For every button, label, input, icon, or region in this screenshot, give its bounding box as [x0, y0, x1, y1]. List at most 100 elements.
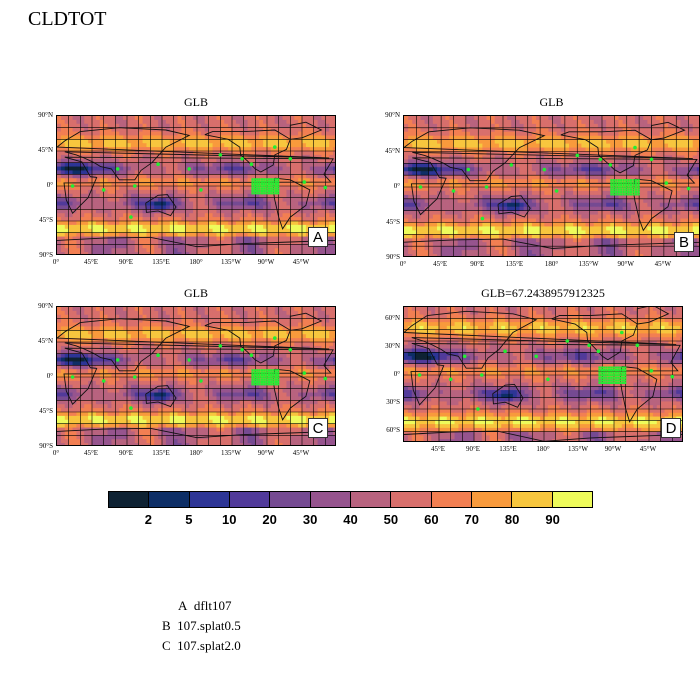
lat-tick-label: 45°N [385, 146, 400, 155]
lon-tick-label: 135°E [499, 445, 517, 453]
legend-text: 107.splat0.5 [177, 618, 241, 633]
lon-tick-label: 180° [536, 445, 550, 453]
panel-corner-label: C [308, 418, 328, 438]
lon-tick-label: 0° [52, 258, 60, 266]
lat-tick-label: 30°S [386, 398, 400, 406]
panel-corner-label: D [661, 418, 681, 438]
lon-tick-label: 180° [189, 258, 203, 266]
lon-tick-label: 135°E [505, 260, 524, 268]
lon-tick-label: 135°E [152, 258, 170, 266]
lat-tick-label: 0° [46, 181, 53, 189]
colorbar-swatch [189, 492, 230, 507]
legend-key: A [178, 598, 188, 613]
colorbar-swatch [229, 492, 271, 507]
legend-item-b: B 107.splat0.5 [162, 618, 241, 634]
legend-key: C [162, 638, 171, 653]
lat-tick-label: 90°N [385, 111, 400, 119]
lon-tick-label: 45°E [430, 445, 446, 453]
lat-tick-label: 60°N [385, 314, 400, 322]
panel-title: GLB [184, 95, 208, 109]
map-panel-c: GLB C 90°N 45°N 0° 45°S 90°S 0° 45°E 90°E 135°E 1… [38, 286, 336, 457]
cloud-fraction-map [57, 307, 335, 445]
legend-item-c: C 107.splat2.0 [162, 638, 241, 654]
panel-corner-label: A [308, 227, 328, 247]
lon-tick-label: 180° [189, 449, 203, 457]
colorbar-label: 20 [262, 512, 277, 527]
lat-tick-label: 45°S [39, 216, 53, 224]
lon-tick-label: 135°W [221, 449, 241, 457]
lat-tick-label: 0° [393, 370, 400, 378]
lon-tick-label: 90°W [257, 258, 275, 266]
colorbar-label: 5 [185, 512, 193, 527]
lat-tick-label: 45°S [386, 217, 400, 226]
lon-tick-label: 135°W [578, 260, 599, 268]
lon-tick-label: 0° [52, 449, 60, 457]
colorbar-label: 30 [302, 512, 318, 527]
colorbar-label: 10 [222, 512, 237, 527]
colorbar-label: 90 [545, 512, 560, 527]
legend-text: dflt107 [193, 598, 232, 613]
lon-tick-label: 135°W [568, 445, 588, 453]
colorbar [108, 491, 593, 508]
colorbar-swatch [109, 492, 150, 507]
colorbar-label: 50 [383, 512, 399, 527]
lon-tick-label: 45°W [639, 445, 657, 453]
colorbar-swatch [350, 492, 392, 507]
panel-corner-label: B [674, 232, 694, 252]
colorbar-label: 40 [343, 512, 358, 527]
lon-tick-label: 90°W [617, 260, 634, 268]
colorbar-label: 2 [144, 512, 153, 527]
lon-tick-label: 180° [544, 260, 559, 268]
lat-tick-label: 0° [46, 372, 53, 380]
lon-tick-label: 90°E [470, 260, 485, 268]
colorbar-swatch [471, 492, 513, 507]
lat-tick-label: 0° [393, 182, 400, 190]
colorbar-swatch [391, 492, 432, 507]
cloud-fraction-map [57, 116, 335, 254]
map-area [56, 306, 336, 446]
colorbar-swatch [552, 492, 592, 507]
colorbar-label: 80 [504, 512, 520, 527]
lon-tick-label: 90°E [118, 449, 134, 457]
map-panel-a: GLB A 90°N 45°N 0° 45°S 90°S 0° 45°E 90°E 135°E 1… [38, 95, 336, 266]
legend-key: B [162, 618, 171, 633]
colorbar-swatch [512, 492, 553, 507]
map-panel-d: GLB=67.2438957912325 D 60°N 30°N 0° 30°S 60°… [385, 286, 683, 453]
lon-tick-label: 45°W [292, 258, 310, 266]
lat-tick-label: 45°N [38, 337, 53, 345]
lat-tick-label: 60°S [386, 426, 400, 434]
panel-title: GLB [539, 95, 564, 109]
panel-title: GLB [184, 286, 208, 300]
lon-tick-label: 45°E [433, 260, 448, 268]
lat-tick-label: 90°S [386, 253, 400, 261]
colorbar-label: 70 [464, 512, 479, 527]
colorbar-label: 60 [424, 512, 439, 527]
legend-text: 107.splat2.0 [177, 638, 241, 653]
cloud-fraction-map [404, 307, 682, 441]
lon-tick-label: 90°E [118, 258, 134, 266]
lat-tick-label: 45°S [39, 407, 53, 415]
lon-tick-label: 90°E [465, 445, 481, 453]
lon-tick-label: 45°W [654, 260, 672, 268]
map-area [403, 115, 700, 257]
colorbar-swatch [431, 492, 472, 507]
lon-tick-label: 0° [399, 260, 407, 268]
lat-tick-label: 90°S [39, 442, 53, 450]
lat-tick-label: 45°N [38, 146, 53, 154]
lat-tick-label: 90°N [38, 111, 53, 119]
colorbar-swatch [310, 492, 351, 507]
lon-tick-label: 45°E [83, 449, 99, 457]
lat-tick-label: 90°N [38, 302, 53, 310]
colorbar-swatch [270, 492, 311, 507]
lon-tick-label: 135°E [152, 449, 170, 457]
legend-item-a: A dflt107 [178, 598, 231, 614]
lat-tick-label: 30°N [385, 342, 400, 350]
lat-tick-label: 90°S [39, 251, 53, 259]
panel-title: GLB=67.2438957912325 [481, 286, 605, 300]
lon-tick-label: 90°W [604, 445, 622, 453]
map-area [56, 115, 336, 255]
page-title: CLDTOT [28, 8, 107, 30]
lon-tick-label: 45°E [83, 258, 99, 266]
lon-tick-label: 90°W [257, 449, 275, 457]
lon-tick-label: 135°W [221, 258, 241, 266]
